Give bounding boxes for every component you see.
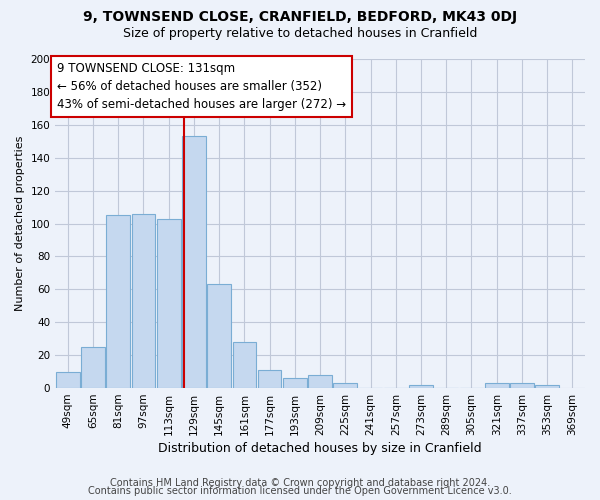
Bar	[535, 385, 559, 388]
Bar	[283, 378, 307, 388]
Text: Size of property relative to detached houses in Cranfield: Size of property relative to detached ho…	[123, 28, 477, 40]
Bar	[208, 284, 231, 388]
Bar	[56, 372, 80, 388]
Text: 9, TOWNSEND CLOSE, CRANFIELD, BEDFORD, MK43 0DJ: 9, TOWNSEND CLOSE, CRANFIELD, BEDFORD, M…	[83, 10, 517, 24]
Text: Contains public sector information licensed under the Open Government Licence v3: Contains public sector information licen…	[88, 486, 512, 496]
Y-axis label: Number of detached properties: Number of detached properties	[15, 136, 25, 311]
Bar	[485, 383, 509, 388]
Bar	[182, 136, 206, 388]
Text: Contains HM Land Registry data © Crown copyright and database right 2024.: Contains HM Land Registry data © Crown c…	[110, 478, 490, 488]
Bar	[334, 383, 357, 388]
Bar	[106, 216, 130, 388]
Bar	[510, 383, 534, 388]
Bar	[81, 347, 105, 388]
Bar	[233, 342, 256, 388]
Bar	[258, 370, 281, 388]
Bar	[131, 214, 155, 388]
Text: 9 TOWNSEND CLOSE: 131sqm
← 56% of detached houses are smaller (352)
43% of semi-: 9 TOWNSEND CLOSE: 131sqm ← 56% of detach…	[57, 62, 346, 112]
Bar	[157, 218, 181, 388]
Bar	[308, 375, 332, 388]
X-axis label: Distribution of detached houses by size in Cranfield: Distribution of detached houses by size …	[158, 442, 482, 455]
Bar	[409, 385, 433, 388]
